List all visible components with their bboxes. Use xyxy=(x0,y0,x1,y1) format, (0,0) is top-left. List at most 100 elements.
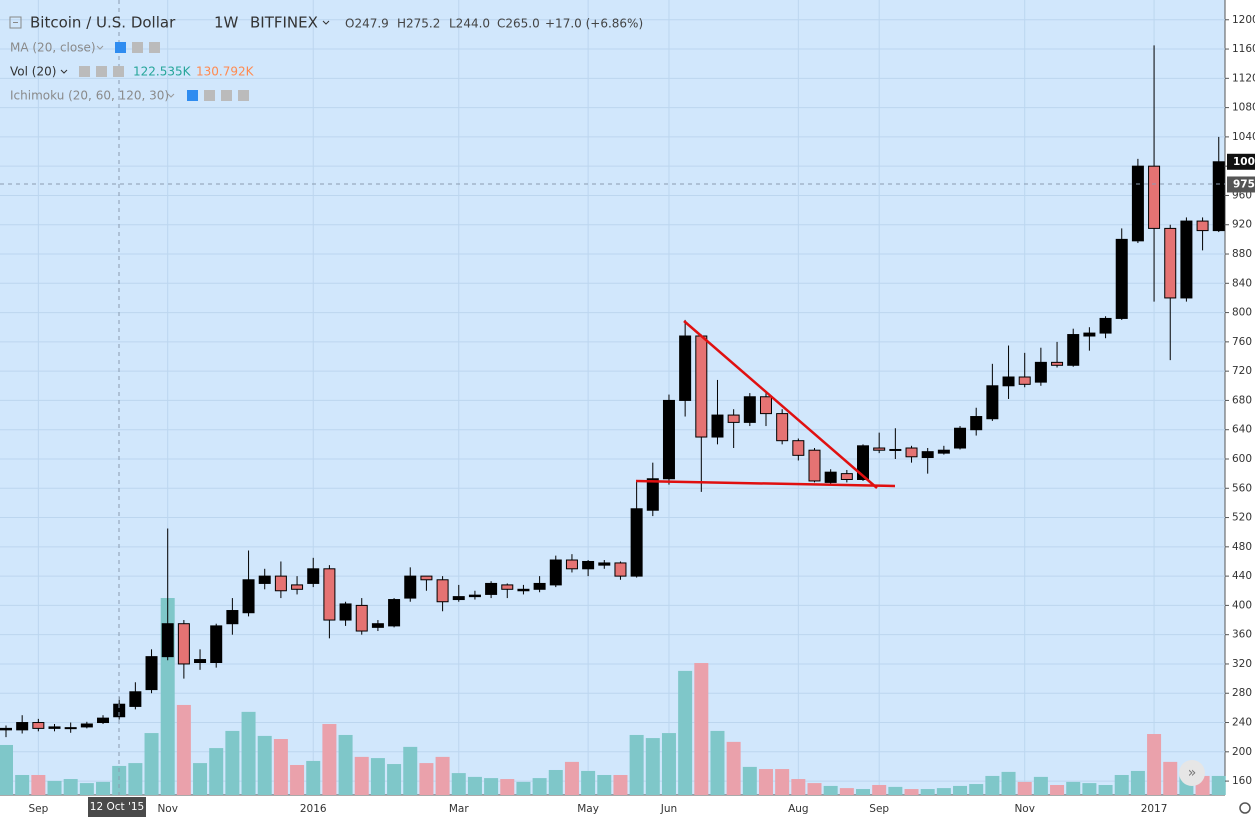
candle-body xyxy=(517,588,530,592)
candle-body xyxy=(468,594,481,598)
y-tick-label: 480 xyxy=(1232,541,1252,553)
volume-bar xyxy=(403,746,418,795)
volume-bar xyxy=(1050,784,1065,795)
candle-body xyxy=(194,659,207,664)
icon[interactable] xyxy=(221,90,232,101)
volume-bar xyxy=(176,704,191,795)
y-tick-label: 360 xyxy=(1232,629,1252,641)
candle-body xyxy=(355,604,368,632)
y-tick-label: 1200 xyxy=(1232,14,1255,26)
volume-bar xyxy=(1017,781,1032,795)
icon[interactable] xyxy=(132,42,143,53)
candle-body xyxy=(727,414,740,423)
collapse-icon[interactable] xyxy=(9,16,22,29)
volume-bar xyxy=(613,774,628,795)
candle-body xyxy=(873,447,886,451)
icon[interactable] xyxy=(115,42,126,53)
candle-body xyxy=(80,723,93,728)
y-tick-label: 600 xyxy=(1232,453,1252,465)
candle-body xyxy=(307,568,320,584)
symbol: Bitcoin / U.S. Dollar xyxy=(30,14,176,32)
settings-icon[interactable] xyxy=(1239,802,1251,814)
volume-bar xyxy=(144,733,159,795)
interval: 1W xyxy=(214,14,239,32)
candle-body xyxy=(1212,161,1225,232)
icon[interactable] xyxy=(238,90,249,101)
chevron[interactable] xyxy=(60,69,68,74)
volume-bar xyxy=(548,769,563,795)
icon[interactable] xyxy=(204,90,215,101)
volume-bar xyxy=(290,764,305,795)
y-tick-label: 1040 xyxy=(1232,131,1255,143)
volume-bar xyxy=(322,724,337,795)
volume-bar xyxy=(451,773,466,795)
y-tick-label: 320 xyxy=(1232,658,1252,670)
volume-bar xyxy=(1130,770,1145,795)
crosshair-label-bg xyxy=(88,797,146,817)
candle-body xyxy=(695,335,708,438)
candle-body xyxy=(129,691,142,707)
volume-bar xyxy=(807,783,822,795)
volume-bar xyxy=(370,758,385,795)
icon[interactable] xyxy=(187,90,198,101)
candle-body xyxy=(889,448,902,451)
candle-body xyxy=(954,427,967,449)
candle-body xyxy=(533,582,546,590)
candle-body xyxy=(614,562,627,577)
volume-bar xyxy=(872,784,887,795)
candle-body xyxy=(323,568,336,621)
y-tick-label: 1120 xyxy=(1232,72,1255,84)
volume-bar xyxy=(920,789,935,795)
candle-body xyxy=(970,416,983,431)
volume-bar xyxy=(710,730,725,795)
chevron[interactable] xyxy=(322,20,330,25)
candle-body xyxy=(242,579,255,614)
candle-body xyxy=(226,610,239,625)
candle-body xyxy=(64,727,77,730)
volume-bar xyxy=(532,778,547,795)
x-tick-label: Nov xyxy=(1014,803,1035,815)
icon[interactable] xyxy=(96,66,107,77)
indicator-ma: MA (20, close) xyxy=(10,41,96,55)
candle-body xyxy=(986,385,999,420)
volume-bar xyxy=(661,733,676,795)
ohlc-change: +17.0 (+6.86%) xyxy=(545,17,643,31)
icon[interactable] xyxy=(113,66,124,77)
crosshair-x-label: 12 Oct '15 xyxy=(90,801,144,813)
candle-body xyxy=(436,579,449,603)
volume-bar xyxy=(225,730,240,795)
volume-bar xyxy=(1033,776,1048,795)
volume-bar xyxy=(306,760,321,795)
volume-bar xyxy=(0,744,13,795)
candle-body xyxy=(549,559,562,586)
volume-bar xyxy=(1082,783,1097,795)
candle-body xyxy=(258,575,271,584)
ohlc-close: C265.0 xyxy=(497,17,540,31)
candle-body xyxy=(646,478,659,511)
chevron[interactable] xyxy=(96,45,104,50)
scroll-icon: » xyxy=(1188,765,1197,781)
y-tick-label: 640 xyxy=(1232,424,1252,436)
volume-bar xyxy=(888,786,903,795)
y-tick-label: 520 xyxy=(1232,512,1252,524)
chevron[interactable] xyxy=(167,93,175,98)
volume-bar xyxy=(338,734,353,795)
volume-bar xyxy=(694,663,709,795)
volume-bar xyxy=(969,784,984,795)
volume-bar xyxy=(63,779,78,795)
candle-body xyxy=(145,656,158,691)
x-tick-label: Mar xyxy=(449,803,469,815)
volume-bar xyxy=(354,756,369,795)
candle-body xyxy=(388,599,401,627)
volume-bar xyxy=(193,763,208,795)
x-tick-label: 2017 xyxy=(1141,803,1168,815)
price-tag: 975. xyxy=(1233,178,1255,190)
volume-bar xyxy=(467,776,482,795)
volume-bar xyxy=(484,778,499,795)
volume-bar xyxy=(96,781,111,795)
icon[interactable] xyxy=(79,66,90,77)
candle-body xyxy=(1018,376,1031,385)
icon[interactable] xyxy=(149,42,160,53)
scroll-button[interactable] xyxy=(1179,760,1205,786)
